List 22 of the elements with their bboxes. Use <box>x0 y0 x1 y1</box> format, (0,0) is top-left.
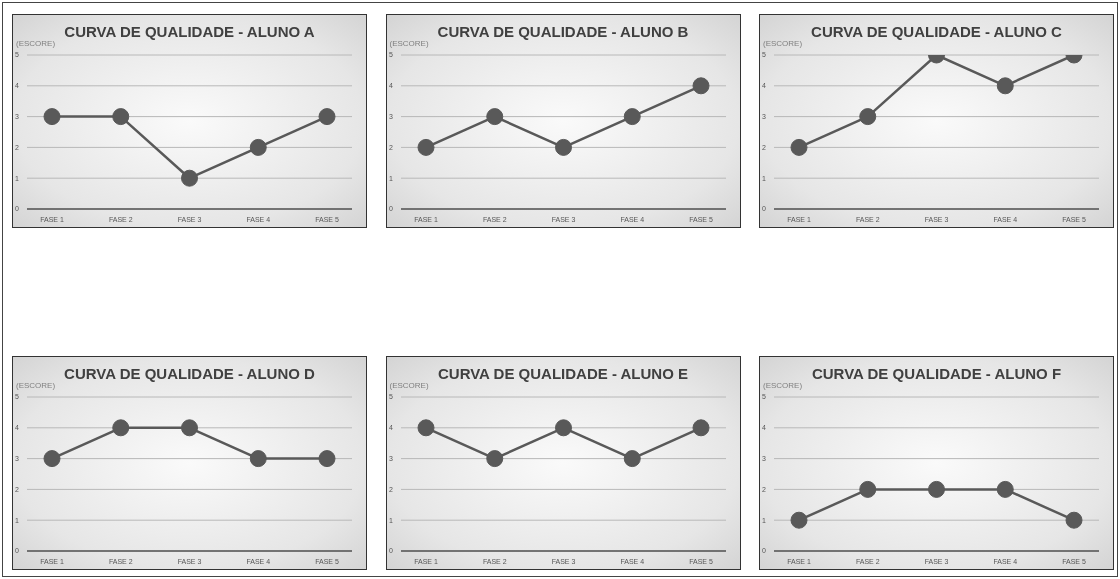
point <box>112 108 130 126</box>
chart-title: CURVA DE QUALIDADE - ALUNO F <box>810 365 1063 382</box>
y-axis-title: (ESCORE) <box>763 39 803 48</box>
y-axis-title: (ESCORE) <box>389 381 429 390</box>
point <box>417 138 434 156</box>
y-axis-title: (ESCORE) <box>763 381 803 390</box>
chart-title: CURVA DE QUALIDADE - ALUNO E <box>437 365 689 382</box>
point <box>43 108 61 126</box>
point <box>485 108 503 126</box>
point <box>318 108 336 126</box>
point <box>249 138 267 156</box>
chart-title: CURVA DE QUALIDADE - ALUNO A <box>63 23 316 40</box>
y-axis-title: (ESCORE) <box>16 381 56 390</box>
point <box>623 108 641 126</box>
point <box>181 169 198 187</box>
chart-title: CURVA DE QUALIDADE - ALUNO B <box>436 23 690 40</box>
y-axis-title: (ESCORE) <box>16 39 56 48</box>
point <box>554 138 572 156</box>
chart-title: CURVA DE QUALIDADE - ALUNO C <box>810 23 1063 40</box>
chart-title: CURVA DE QUALIDADE - ALUNO D <box>63 365 316 382</box>
point <box>692 77 709 95</box>
y-axis-title: (ESCORE) <box>389 39 429 48</box>
